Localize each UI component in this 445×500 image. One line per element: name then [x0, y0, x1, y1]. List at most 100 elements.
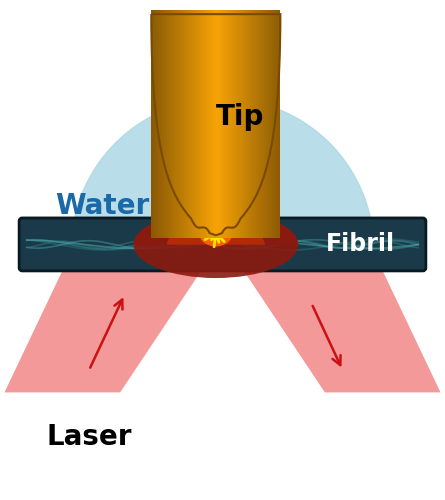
Polygon shape — [269, 10, 271, 237]
Polygon shape — [253, 10, 255, 237]
Ellipse shape — [134, 212, 298, 278]
Polygon shape — [256, 10, 258, 237]
Polygon shape — [205, 10, 206, 237]
Polygon shape — [234, 10, 235, 237]
Polygon shape — [190, 10, 192, 237]
Polygon shape — [266, 10, 267, 237]
Polygon shape — [209, 10, 211, 237]
Polygon shape — [245, 10, 247, 237]
Polygon shape — [251, 10, 253, 237]
PathPatch shape — [151, 14, 280, 235]
Polygon shape — [226, 10, 227, 237]
Polygon shape — [167, 10, 169, 237]
Polygon shape — [243, 10, 245, 237]
Polygon shape — [264, 10, 266, 237]
Polygon shape — [271, 10, 272, 237]
Polygon shape — [177, 10, 179, 237]
Polygon shape — [193, 10, 195, 237]
Polygon shape — [211, 10, 213, 237]
Polygon shape — [193, 10, 195, 237]
Polygon shape — [174, 10, 175, 237]
Polygon shape — [219, 10, 221, 237]
Polygon shape — [182, 10, 183, 237]
Polygon shape — [159, 10, 161, 237]
Polygon shape — [170, 10, 172, 237]
Polygon shape — [164, 10, 166, 237]
Polygon shape — [190, 10, 192, 237]
Polygon shape — [169, 10, 170, 237]
Polygon shape — [162, 10, 164, 237]
Polygon shape — [156, 10, 158, 237]
Polygon shape — [162, 10, 164, 237]
Polygon shape — [275, 10, 277, 237]
Polygon shape — [175, 10, 177, 237]
Polygon shape — [234, 10, 235, 237]
Polygon shape — [255, 10, 256, 237]
Polygon shape — [71, 98, 374, 250]
Polygon shape — [274, 10, 275, 237]
Polygon shape — [250, 10, 251, 237]
Polygon shape — [247, 10, 248, 237]
Polygon shape — [154, 10, 156, 237]
Polygon shape — [277, 10, 279, 237]
Polygon shape — [224, 10, 226, 237]
Polygon shape — [208, 10, 209, 237]
Polygon shape — [183, 10, 185, 237]
Polygon shape — [166, 10, 167, 237]
Polygon shape — [195, 10, 197, 237]
Polygon shape — [231, 10, 232, 237]
Polygon shape — [279, 10, 280, 237]
Polygon shape — [180, 10, 182, 237]
Polygon shape — [188, 10, 190, 237]
Ellipse shape — [206, 226, 225, 240]
Polygon shape — [159, 10, 161, 237]
Polygon shape — [272, 10, 274, 237]
Polygon shape — [235, 10, 237, 237]
Polygon shape — [267, 10, 269, 237]
Polygon shape — [221, 10, 222, 237]
Polygon shape — [271, 10, 272, 237]
Polygon shape — [197, 10, 198, 237]
Polygon shape — [208, 10, 209, 237]
Polygon shape — [201, 10, 203, 237]
Polygon shape — [231, 10, 232, 237]
Polygon shape — [221, 10, 222, 237]
Polygon shape — [227, 10, 229, 237]
Polygon shape — [200, 10, 201, 237]
Polygon shape — [172, 10, 174, 237]
Ellipse shape — [199, 220, 233, 246]
Polygon shape — [175, 10, 177, 237]
Polygon shape — [209, 10, 211, 237]
Polygon shape — [245, 10, 247, 237]
Polygon shape — [205, 10, 206, 237]
Polygon shape — [255, 10, 256, 237]
Polygon shape — [267, 10, 269, 237]
Polygon shape — [248, 10, 250, 237]
Polygon shape — [240, 10, 242, 237]
Polygon shape — [185, 10, 187, 237]
Polygon shape — [232, 10, 234, 237]
Polygon shape — [235, 10, 237, 237]
Polygon shape — [161, 10, 162, 237]
Polygon shape — [203, 10, 205, 237]
Polygon shape — [274, 10, 275, 237]
FancyBboxPatch shape — [19, 218, 426, 271]
Polygon shape — [242, 10, 243, 237]
Polygon shape — [222, 10, 224, 237]
Polygon shape — [253, 10, 255, 237]
Polygon shape — [229, 10, 231, 237]
Text: Laser: Laser — [46, 423, 132, 451]
Text: Water: Water — [55, 192, 150, 220]
Polygon shape — [240, 10, 242, 237]
Polygon shape — [177, 10, 179, 237]
Polygon shape — [187, 10, 188, 237]
Polygon shape — [167, 10, 169, 237]
Polygon shape — [263, 10, 264, 237]
Polygon shape — [214, 10, 216, 237]
Polygon shape — [227, 10, 229, 237]
Polygon shape — [261, 10, 263, 237]
Polygon shape — [170, 10, 172, 237]
Polygon shape — [229, 10, 231, 237]
Polygon shape — [277, 10, 279, 237]
Polygon shape — [259, 10, 261, 237]
